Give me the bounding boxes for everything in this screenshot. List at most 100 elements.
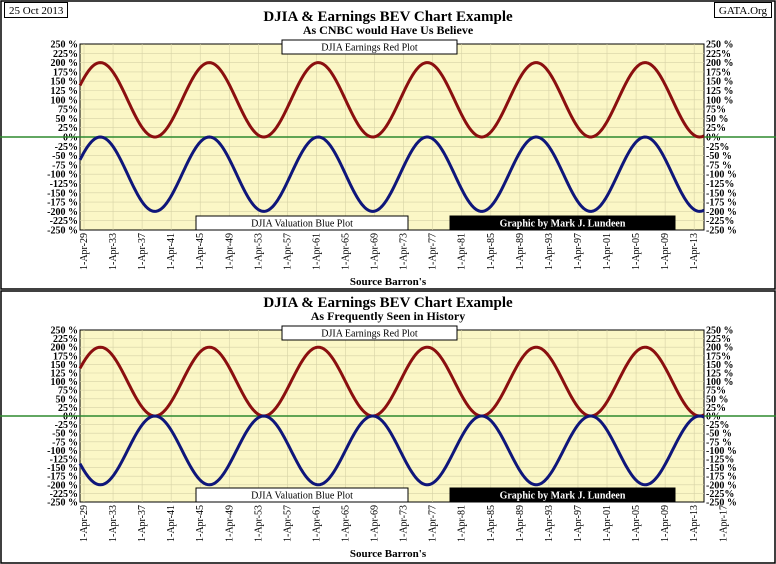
y-tick-right: 50 % xyxy=(706,114,729,125)
earnings-red-series xyxy=(78,61,705,139)
y-tick-right: -250 % xyxy=(706,498,737,509)
y-tick-right: 50 % xyxy=(706,394,729,405)
y-tick-left: 100 % xyxy=(51,95,79,106)
y-tick-right: 0% xyxy=(706,412,721,423)
x-tick-label: 1-Apr-33 xyxy=(108,505,119,542)
x-tick-label: 1-Apr-93 xyxy=(544,233,555,270)
x-tick-label: 1-Apr-09 xyxy=(660,233,671,270)
y-tick-right: 225% xyxy=(706,334,731,345)
y-tick-right: 225% xyxy=(706,49,731,60)
y-tick-left: 250 % xyxy=(51,40,79,51)
y-tick-left: 150 % xyxy=(51,360,79,371)
y-tick-left: 75% xyxy=(58,105,78,116)
earnings-red-series xyxy=(78,345,705,418)
x-tick-label: 1-Apr-73 xyxy=(399,505,410,542)
x-tick-label: 1-Apr-85 xyxy=(486,233,497,270)
y-tick-right: -150 % xyxy=(706,188,737,199)
y-tick-left: 25% xyxy=(58,403,78,414)
y-tick-right: -200 % xyxy=(706,480,737,491)
x-tick-label: 1-Apr-13 xyxy=(689,233,700,270)
y-tick-right: 250 % xyxy=(706,40,734,51)
y-tick-left: 175% xyxy=(53,67,78,78)
y-tick-left: -150 % xyxy=(47,463,78,474)
chart-subtitle: As CNBC would Have Us Believe xyxy=(303,23,474,37)
x-tick-label: 1-Apr-17 xyxy=(718,505,729,542)
x-tick-label: 1-Apr-69 xyxy=(370,505,381,542)
x-tick-label: 1-Apr-53 xyxy=(253,505,264,542)
x-tick-label: 1-Apr-81 xyxy=(457,233,468,270)
y-tick-right: 125 % xyxy=(706,86,734,97)
x-tick-label: 1-Apr-29 xyxy=(79,505,90,542)
y-tick-left: 25% xyxy=(58,123,78,134)
x-tick-label: 1-Apr-29 xyxy=(79,233,90,270)
x-tick-label: 1-Apr-01 xyxy=(602,233,613,270)
x-tick-label: 1-Apr-05 xyxy=(631,233,642,270)
y-tick-left: -175 % xyxy=(47,472,78,483)
y-tick-left: -225% xyxy=(50,216,78,227)
y-tick-left: 150 % xyxy=(51,77,79,88)
y-tick-right: -50 % xyxy=(706,429,732,440)
y-tick-left: -25% xyxy=(55,142,78,153)
y-tick-left: 0% xyxy=(63,133,78,144)
date-label: 25 Oct 2013 xyxy=(4,2,69,18)
y-tick-right: 0% xyxy=(706,133,721,144)
y-tick-right: 100 % xyxy=(706,377,734,388)
y-tick-right: -125% xyxy=(706,455,734,466)
x-tick-label: 1-Apr-57 xyxy=(282,233,293,270)
blue-plot-label-box xyxy=(195,487,409,503)
y-tick-right: -75 % xyxy=(706,437,732,448)
y-tick-right: 200 % xyxy=(706,343,734,354)
chart-subtitle: As Frequently Seen in History xyxy=(311,309,465,323)
y-tick-left: 200 % xyxy=(51,343,79,354)
y-tick-right: -75 % xyxy=(706,160,732,171)
y-tick-left: -100 % xyxy=(47,446,78,457)
chart-title: DJIA & Earnings BEV Chart Example xyxy=(263,295,513,311)
y-tick-left: 250 % xyxy=(51,326,79,337)
y-tick-right: 175% xyxy=(706,351,731,362)
x-tick-label: 1-Apr-97 xyxy=(573,233,584,270)
x-tick-label: 1-Apr-77 xyxy=(428,233,439,270)
y-tick-right: 200 % xyxy=(706,58,734,69)
y-tick-right: 75% xyxy=(706,105,726,116)
x-tick-label: 1-Apr-05 xyxy=(631,505,642,542)
y-tick-left: -50 % xyxy=(52,429,78,440)
x-tick-label: 1-Apr-49 xyxy=(224,505,235,542)
x-tick-label: 1-Apr-45 xyxy=(195,233,206,270)
y-tick-left: -200 % xyxy=(47,207,78,218)
y-tick-right: -100 % xyxy=(706,170,737,181)
y-tick-left: -75 % xyxy=(52,437,78,448)
x-tick-label: 1-Apr-61 xyxy=(311,505,322,542)
y-tick-right: 175% xyxy=(706,67,731,78)
y-tick-left: -150 % xyxy=(47,188,78,199)
y-tick-left: -250 % xyxy=(47,226,78,237)
y-tick-right: -50 % xyxy=(706,151,732,162)
y-tick-left: 200 % xyxy=(51,58,79,69)
y-tick-left: 175% xyxy=(53,351,78,362)
y-tick-left: -225% xyxy=(50,489,78,500)
y-tick-right: 75% xyxy=(706,386,726,397)
x-tick-label: 1-Apr-57 xyxy=(282,505,293,542)
site-label: GATA.Org xyxy=(713,2,772,18)
x-tick-label: 1-Apr-93 xyxy=(544,505,555,542)
y-tick-left: -175 % xyxy=(47,198,78,209)
y-tick-left: 125 % xyxy=(51,86,79,97)
credit-box xyxy=(449,487,676,503)
y-tick-left: -75 % xyxy=(52,160,78,171)
chart-title: DJIA & Earnings BEV Chart Example xyxy=(263,9,513,25)
valuation-blue-series xyxy=(78,135,705,213)
y-tick-left: 50 % xyxy=(56,114,79,125)
x-tick-label: 1-Apr-37 xyxy=(137,233,148,270)
x-tick-label: 1-Apr-45 xyxy=(195,505,206,542)
y-tick-left: -125% xyxy=(50,455,78,466)
y-tick-right: -100 % xyxy=(706,446,737,457)
x-tick-label: 1-Apr-69 xyxy=(370,233,381,270)
red-plot-label: DJIA Earnings Red Plot xyxy=(321,43,418,54)
y-tick-right: 150 % xyxy=(706,360,734,371)
y-tick-right: -125% xyxy=(706,179,734,190)
x-tick-label: 1-Apr-97 xyxy=(573,505,584,542)
x-tick-label: 1-Apr-89 xyxy=(515,505,526,542)
x-tick-label: 1-Apr-65 xyxy=(341,233,352,270)
